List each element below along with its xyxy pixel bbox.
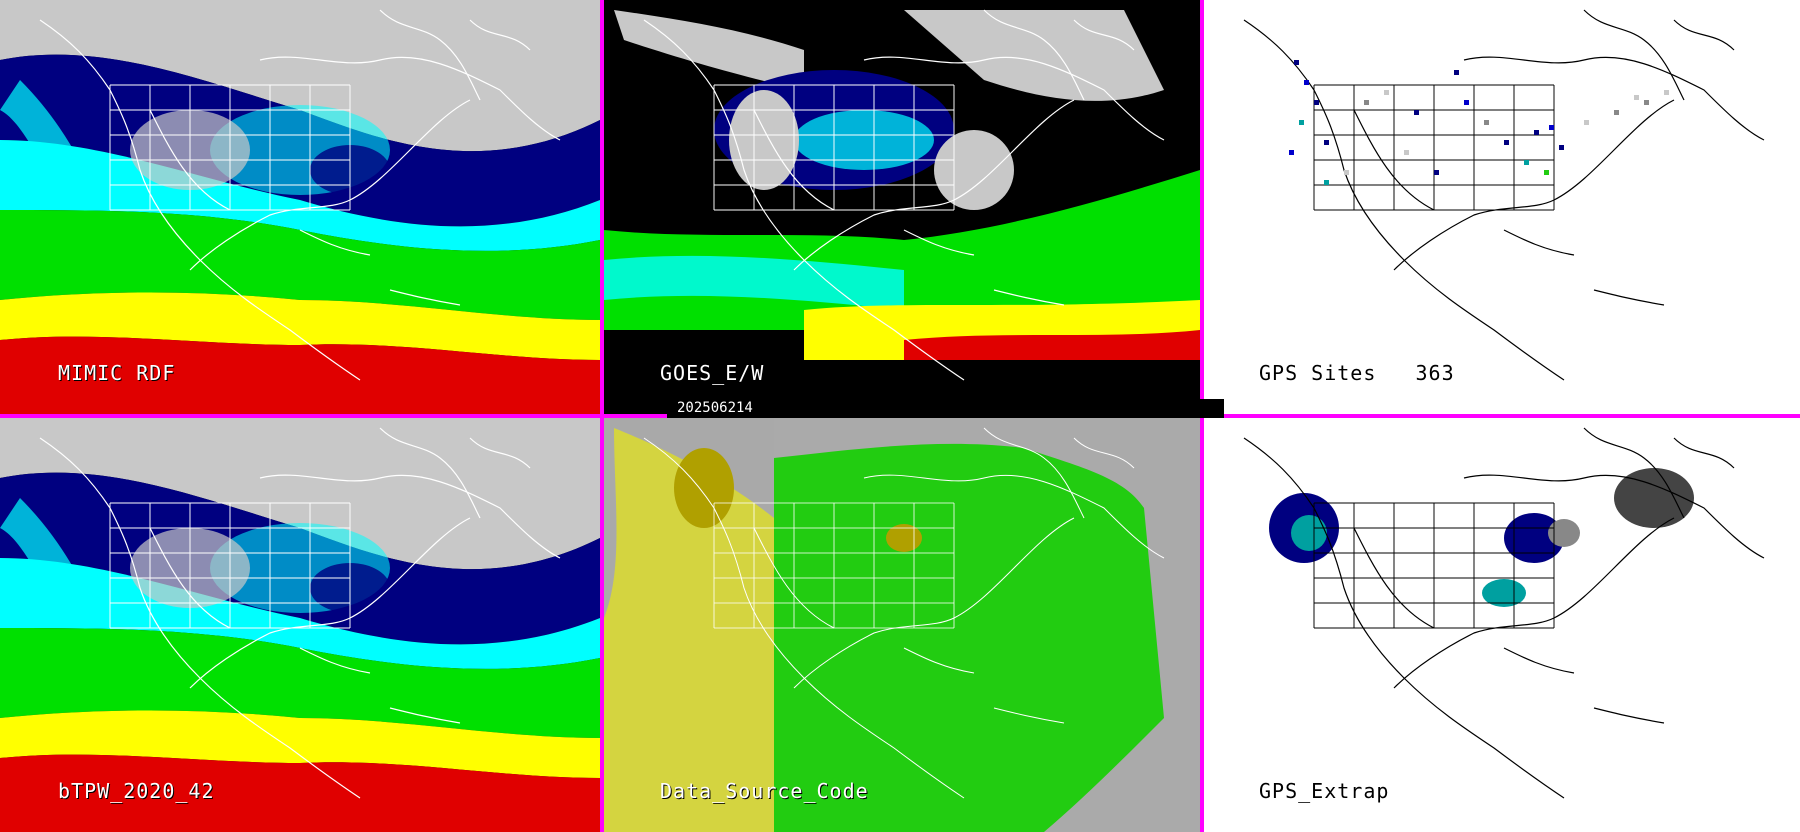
- panel-label-mimic: MIMIC RDF: [58, 361, 176, 385]
- panel-label-goes: GOES_E/W: [660, 361, 765, 385]
- gps-sites-count: 363: [1415, 361, 1455, 385]
- panel-data-source: Data_Source_Code: [604, 418, 1200, 832]
- panel-gps-extrap: GPS_Extrap: [1204, 418, 1800, 832]
- panel-gps-sites: GPS Sites 363: [1204, 0, 1800, 414]
- tpw-map-mimic: [0, 0, 600, 414]
- panel-label-gps-sites: GPS Sites 363: [1259, 361, 1455, 385]
- panel-label-data-source: Data_Source_Code: [660, 779, 869, 803]
- panel-goes: GOES_E/W: [604, 0, 1200, 414]
- tpw-map-btpw: [0, 418, 600, 832]
- separator-vertical-left: [600, 0, 604, 832]
- data-source-map: [604, 418, 1200, 832]
- gps-sites-map: [1243, 9, 1765, 381]
- gps-extrap-map: [1243, 427, 1765, 799]
- timestamp-bar: 202506214: [667, 399, 1224, 418]
- panel-label-gps-extrap: GPS_Extrap: [1259, 779, 1390, 803]
- tpw-map-goes: [604, 0, 1200, 414]
- gps-sites-title: GPS Sites: [1259, 361, 1377, 385]
- panel-btpw: bTPW_2020_42: [0, 418, 600, 832]
- panel-label-btpw: bTPW_2020_42: [58, 779, 215, 803]
- panel-mimic-rdf: MIMIC RDF: [0, 0, 600, 414]
